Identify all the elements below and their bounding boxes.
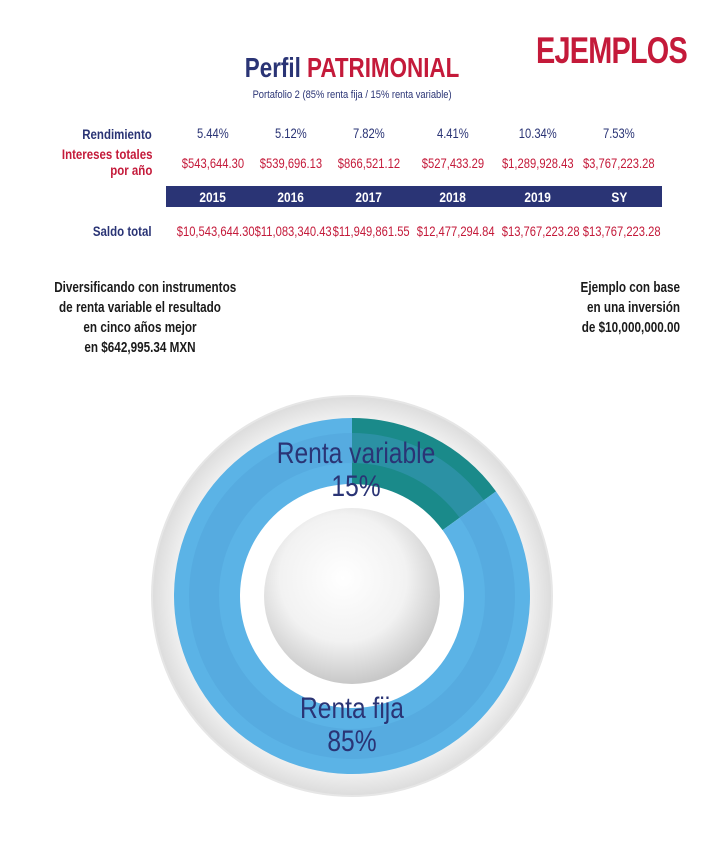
donut-slice-renta-variable: [352, 418, 497, 531]
note-left-line: en cinco años mejor: [83, 319, 197, 336]
saldo-cell: $13,767,223.28: [501, 223, 580, 239]
rendimiento-cell: 7.53%: [603, 125, 635, 141]
page-title: Perfil PATRIMONIAL: [0, 52, 704, 84]
saldo-cell: $10,543,644.30: [176, 223, 255, 239]
page-subtitle: Portafolio 2 (85% renta fija / 15% renta…: [252, 89, 452, 101]
donut-inner-shade: [189, 433, 515, 759]
note-left-line: Diversificando con instrumentos: [54, 279, 237, 296]
year-cell: 2016: [277, 189, 305, 205]
rendimiento-cell: 5.12%: [275, 125, 307, 141]
intereses-cell: $539,696.13: [259, 155, 323, 171]
slice-value-label: 85%: [327, 724, 376, 758]
donut-hub: [264, 508, 440, 684]
label-rendimiento: Rendimiento: [82, 126, 152, 142]
intereses-cell: $1,289,928.43: [502, 155, 574, 171]
label-intereses: Intereses totales por año: [61, 146, 152, 178]
year-cell: 2018: [439, 189, 467, 205]
slice-label: Renta variable: [277, 436, 436, 470]
intereses-cell: $3,767,223.28: [583, 155, 655, 171]
rendimiento-cell: 4.41%: [437, 125, 469, 141]
saldo-cell: $11,949,861.55: [332, 223, 410, 239]
note-right: Ejemplo con base en una inversión de $10…: [520, 278, 680, 338]
rendimiento-cell: 7.82%: [353, 125, 385, 141]
year-cell: SY: [611, 189, 627, 205]
note-left-line: en $642,995.34 MXN: [84, 339, 196, 356]
year-cell: 2017: [355, 189, 383, 205]
rendimiento-cell: 10.34%: [518, 125, 557, 141]
title-accent: PATRIMONIAL: [307, 52, 460, 83]
note-right-line: en una inversión: [587, 299, 680, 316]
intereses-cell: $527,433.29: [421, 155, 485, 171]
note-right-line: Ejemplo con base: [580, 279, 680, 296]
note-left-line: de renta variable el resultado: [59, 299, 221, 316]
title-prefix: Perfil: [244, 52, 301, 83]
intereses-cell: $543,644.30: [181, 155, 245, 171]
year-cell: 2015: [199, 189, 227, 205]
saldo-cell: $11,083,340.43: [254, 223, 332, 239]
header-badge: EJEMPLOS: [536, 30, 688, 71]
note-right-line: de $10,000,000.00: [581, 319, 680, 336]
donut-plate-edge: [151, 395, 553, 797]
label-saldo: Saldo total: [93, 223, 152, 239]
donut-slice-renta-fija: [173, 418, 530, 774]
saldo-cell: $12,477,294.84: [416, 223, 495, 239]
note-left-amount: $642,995.34 MXN: [101, 339, 196, 356]
slice-value-label: 15%: [331, 469, 380, 503]
intereses-cell: $866,521.12: [337, 155, 401, 171]
year-cell: 2019: [524, 189, 552, 205]
rendimiento-cell: 5.44%: [197, 125, 229, 141]
saldo-cell: $13,767,223.28: [582, 223, 661, 239]
note-left: Diversificando con instrumentos de renta…: [30, 278, 250, 358]
slice-label: Renta fija: [300, 691, 405, 725]
year-header-bar: [166, 186, 662, 207]
